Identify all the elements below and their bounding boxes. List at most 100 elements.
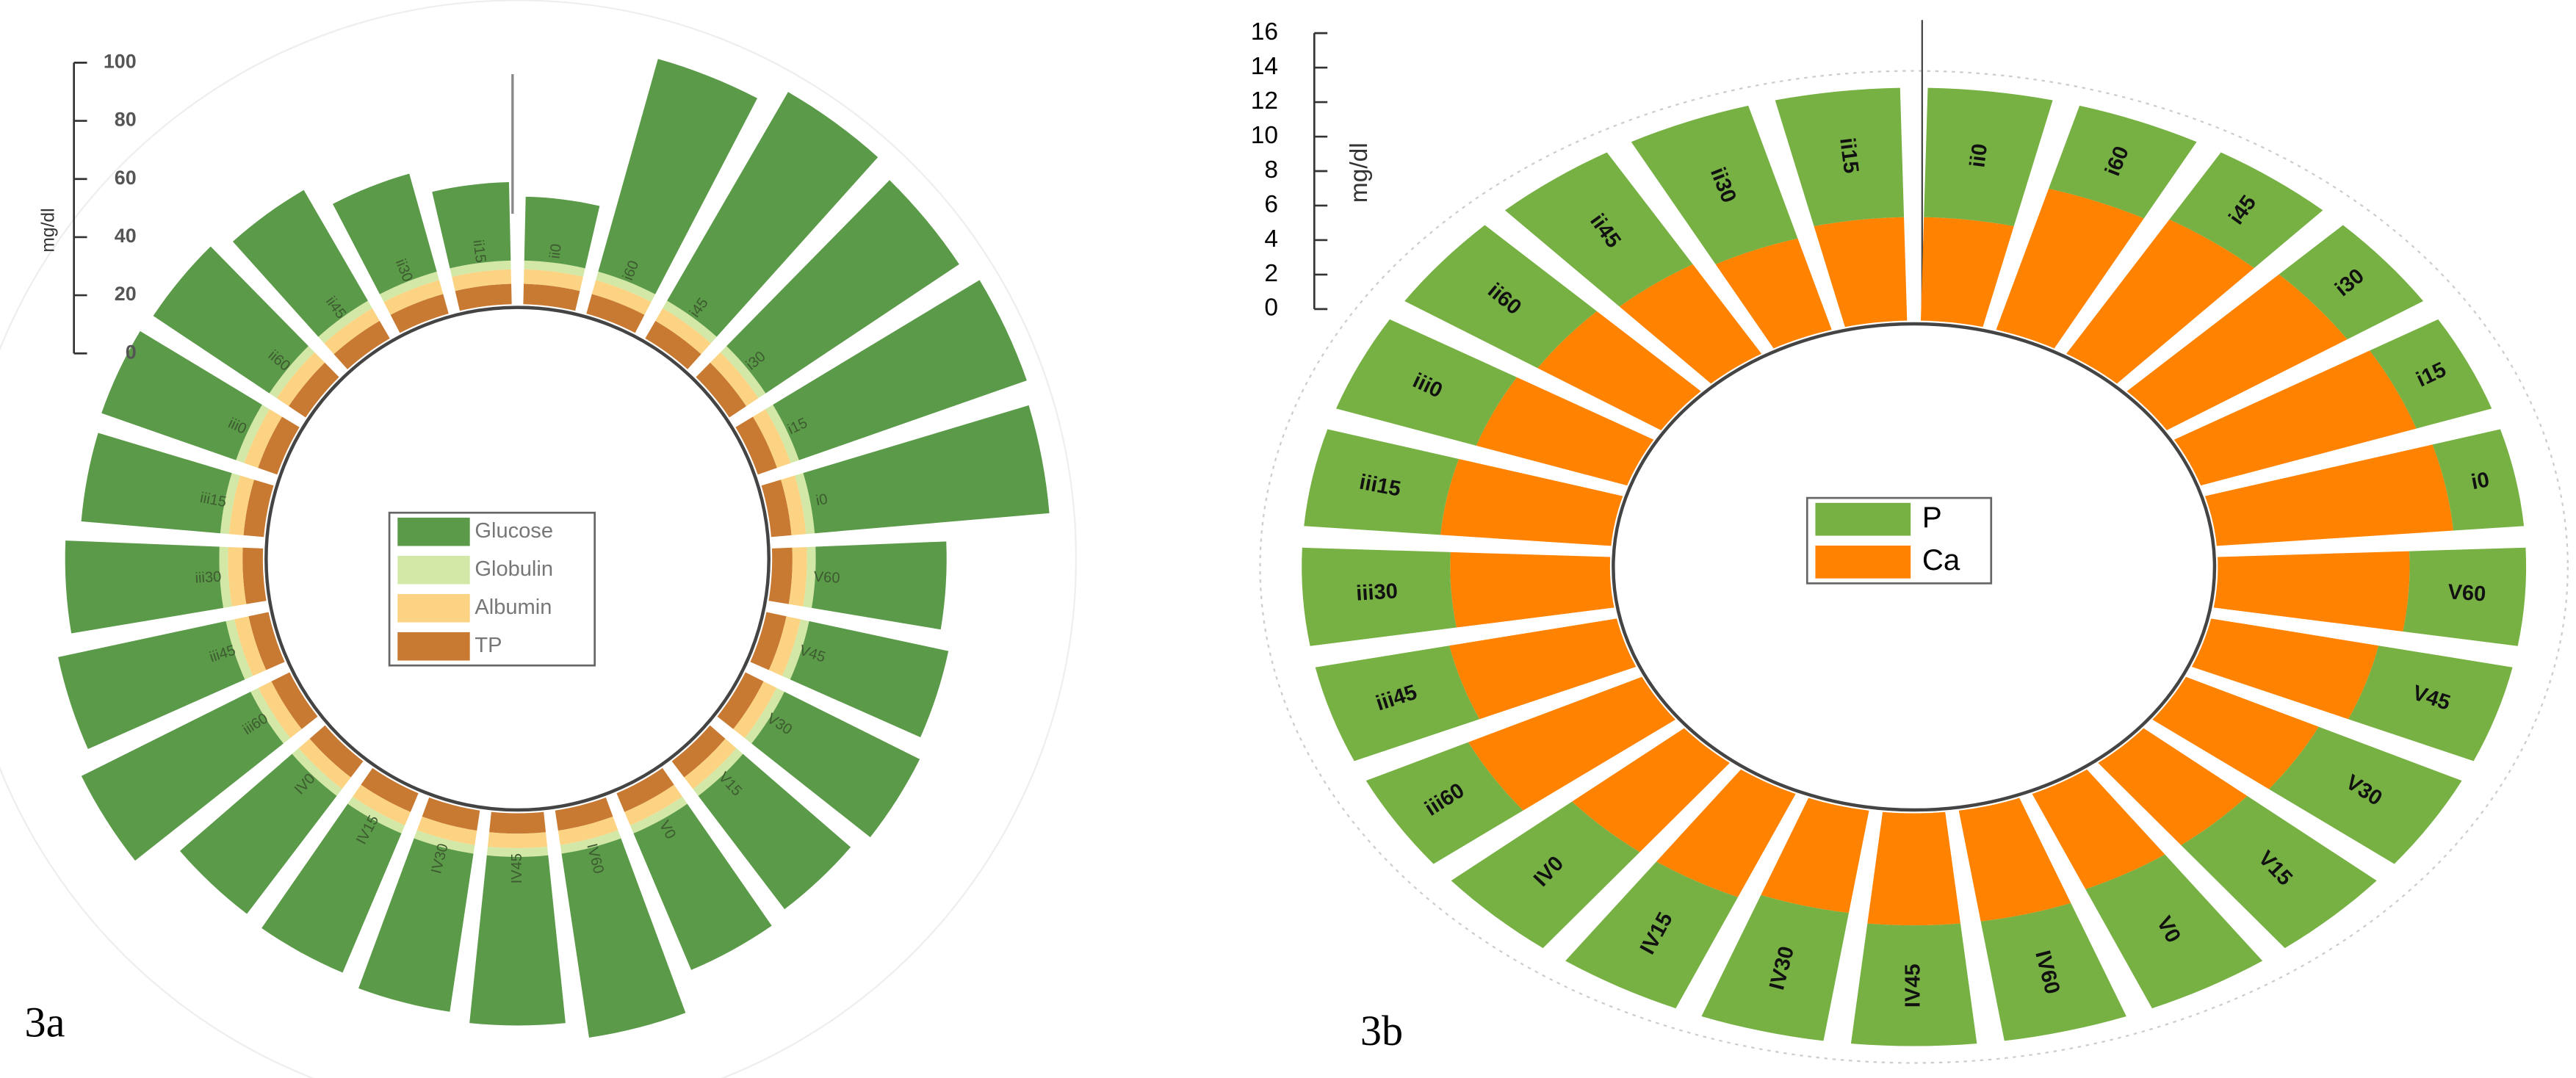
legend-label: P bbox=[1922, 501, 1942, 534]
bar-segment bbox=[353, 784, 411, 825]
legend-swatch bbox=[1815, 545, 1911, 579]
bar-segment bbox=[558, 816, 618, 845]
y-tick-label: 60 bbox=[115, 167, 137, 189]
bar-segment bbox=[1958, 797, 2071, 922]
bar-segment bbox=[1761, 797, 1869, 914]
bar-segment bbox=[2403, 547, 2527, 646]
bar-segment bbox=[561, 838, 686, 1038]
bar-segment bbox=[663, 300, 717, 344]
bar-segment bbox=[523, 283, 580, 311]
legend-swatch bbox=[397, 632, 470, 661]
bar-segment bbox=[1701, 894, 1849, 1041]
bar-segment bbox=[782, 619, 809, 680]
y-tick-label: 40 bbox=[115, 225, 137, 247]
bar-segment bbox=[269, 346, 315, 399]
bar-segment bbox=[1715, 238, 1832, 349]
bar-segment bbox=[524, 269, 583, 292]
category-label: i0 bbox=[815, 491, 829, 510]
bar-segment bbox=[486, 846, 549, 857]
category-label: iii30 bbox=[195, 569, 222, 587]
bar-segment bbox=[298, 738, 351, 789]
bar-segment bbox=[1449, 618, 1637, 720]
bar-segment bbox=[1450, 551, 1614, 628]
bar-segment bbox=[2432, 429, 2525, 531]
bar-segment bbox=[1335, 319, 1518, 446]
y-tick-label: 6 bbox=[1264, 191, 1278, 218]
bar-segment bbox=[2152, 676, 2319, 789]
category-label: IV45 bbox=[1901, 963, 1924, 1008]
bar-segment bbox=[735, 416, 777, 475]
bar-segment bbox=[751, 692, 920, 838]
bar-segment bbox=[726, 180, 959, 394]
category-label: IV45 bbox=[509, 853, 525, 883]
y-tick-label: 80 bbox=[115, 109, 137, 131]
legend-label: Globulin bbox=[475, 557, 553, 581]
bar-segment bbox=[333, 320, 390, 369]
bar-segment bbox=[452, 269, 512, 292]
y-tick-label: 4 bbox=[1264, 225, 1278, 253]
category-label: ii15 bbox=[1835, 137, 1863, 175]
bar-segment bbox=[1572, 728, 1730, 853]
bar-segment bbox=[489, 811, 546, 834]
bar-segment bbox=[645, 320, 701, 369]
legend-label: Glucose bbox=[475, 519, 553, 543]
bar-segment bbox=[698, 753, 851, 910]
bar-segment bbox=[1476, 377, 1654, 486]
bar-segment bbox=[710, 352, 759, 407]
bar-segment bbox=[347, 796, 405, 833]
bar-segment bbox=[309, 725, 364, 778]
bar-segment bbox=[1365, 742, 1523, 864]
bar-segment bbox=[812, 541, 947, 630]
y-tick-label: 0 bbox=[1264, 294, 1278, 322]
bar-segment bbox=[422, 797, 480, 831]
bar-segment bbox=[58, 621, 245, 750]
y-axis-title: mg/dl bbox=[39, 208, 59, 252]
bar-segment bbox=[1920, 217, 2014, 328]
bar-segment bbox=[242, 547, 267, 604]
bar-segment bbox=[469, 855, 566, 1026]
bar-segment bbox=[596, 271, 656, 303]
bar-segment bbox=[2085, 854, 2263, 1009]
bar-segment bbox=[234, 616, 267, 676]
bar-segment bbox=[179, 753, 337, 914]
panel-label: 3a bbox=[25, 999, 65, 1046]
outer-guide bbox=[0, 0, 1077, 1078]
bar-segment bbox=[1619, 264, 1762, 384]
bar-segment bbox=[228, 546, 247, 607]
category-label: ii0 bbox=[1966, 142, 1992, 169]
legend-label: Albumin bbox=[475, 596, 552, 619]
bar-segment bbox=[1850, 923, 1977, 1046]
bar-segment bbox=[671, 725, 726, 778]
y-tick-label: 0 bbox=[126, 341, 137, 363]
bar-segment bbox=[318, 300, 372, 344]
bar-segment bbox=[228, 475, 254, 535]
bar-segment bbox=[733, 681, 777, 739]
panel-label: 3b bbox=[1360, 1007, 1403, 1055]
bar-segment bbox=[790, 621, 949, 737]
bar-segment bbox=[803, 546, 816, 608]
bar-segment bbox=[1565, 861, 1739, 1009]
bar-segment bbox=[795, 473, 815, 535]
bar-segment bbox=[455, 283, 512, 311]
bar-segment bbox=[2181, 795, 2377, 949]
legend-swatch bbox=[397, 593, 470, 623]
bar-segment bbox=[560, 830, 621, 854]
bar-segment bbox=[753, 409, 791, 469]
bar-segment bbox=[153, 246, 309, 394]
bar-segment bbox=[226, 619, 253, 680]
bar-segment bbox=[1451, 801, 1640, 949]
bar-segment bbox=[258, 681, 302, 739]
legend-swatch bbox=[1815, 502, 1911, 536]
bar-segment bbox=[2049, 105, 2197, 219]
bar-segment bbox=[768, 616, 801, 676]
y-tick-label: 20 bbox=[115, 283, 137, 305]
bar-segment bbox=[1468, 676, 1675, 811]
bar-segment bbox=[555, 797, 613, 831]
bar-segment bbox=[629, 796, 688, 833]
bar-segment bbox=[2279, 225, 2424, 340]
bar-segment bbox=[1440, 458, 1623, 546]
bar-segment bbox=[1656, 769, 1796, 897]
bar-segment bbox=[788, 546, 807, 607]
bar-segment bbox=[450, 260, 511, 277]
bar-segment bbox=[586, 294, 645, 333]
